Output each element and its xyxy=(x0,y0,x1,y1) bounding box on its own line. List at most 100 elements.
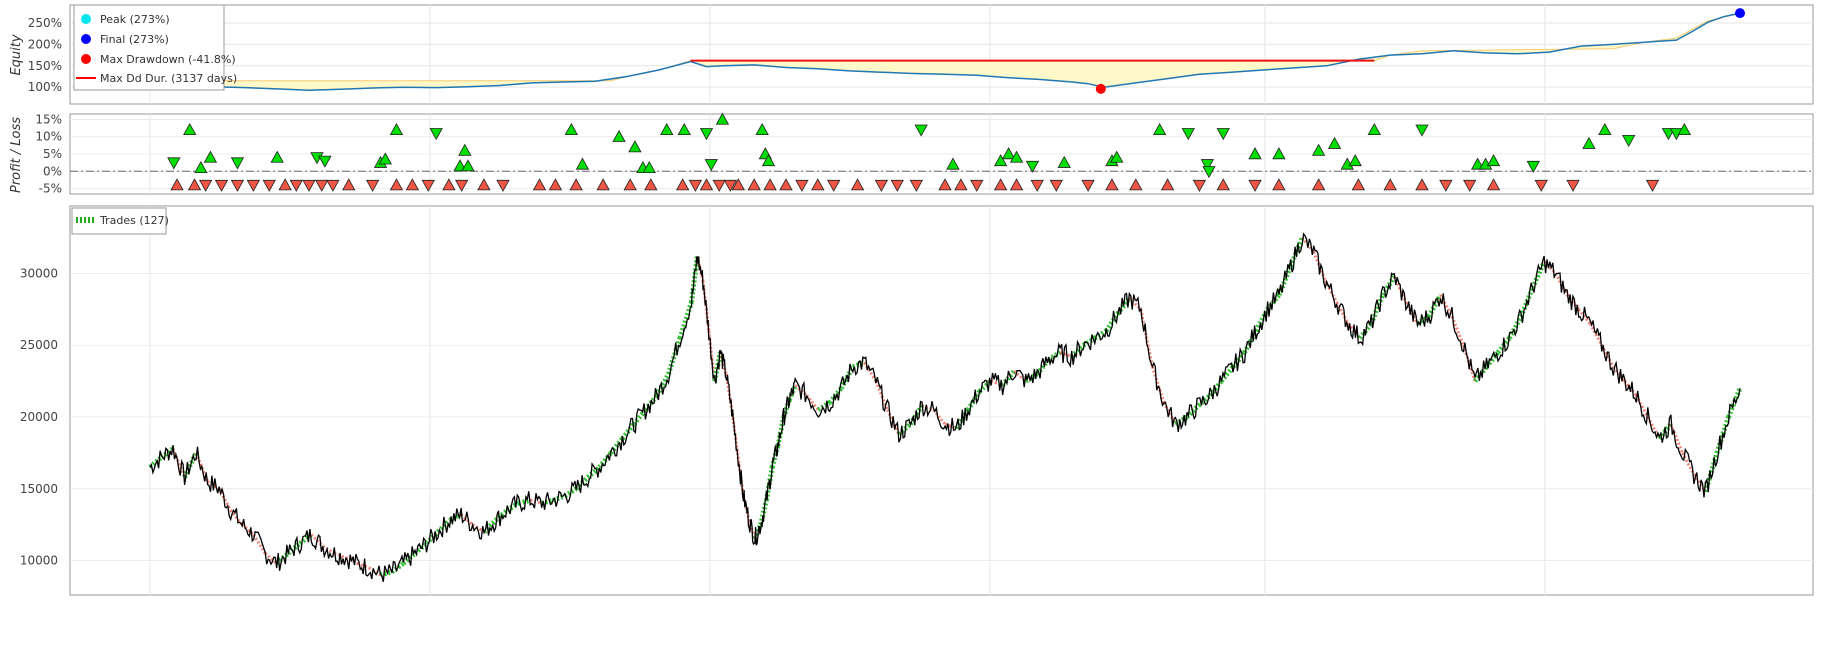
profit-loss-y-label: Profit / Loss xyxy=(9,117,24,193)
loss-trade-marker xyxy=(811,178,825,191)
loss-trade-marker xyxy=(723,179,738,192)
winning-trade-segment xyxy=(482,518,498,534)
final-legend-icon xyxy=(81,34,91,44)
loss-trade-marker xyxy=(532,178,547,191)
equity-y-label: Equity xyxy=(9,34,24,75)
loss-trade-marker xyxy=(342,178,356,191)
losing-trade-segment xyxy=(1335,301,1350,325)
winning-trade-segment xyxy=(1426,293,1443,318)
loss-trade-marker xyxy=(365,179,380,192)
win-trade-marker xyxy=(761,154,776,167)
loss-trade-marker xyxy=(1049,179,1063,192)
loss-trade-marker xyxy=(1129,178,1143,191)
loss-trade-marker xyxy=(874,179,889,192)
max-drawdown-legend-icon xyxy=(81,54,91,64)
loss-trade-marker xyxy=(198,179,213,192)
win-trade-marker xyxy=(203,150,218,163)
win-trade-marker xyxy=(715,112,730,125)
price-legend: Trades (127) xyxy=(71,207,169,235)
loss-trade-marker xyxy=(187,178,202,191)
loss-trade-marker xyxy=(1439,179,1453,192)
winning-trade-segment xyxy=(1726,387,1743,418)
trade-markers xyxy=(167,112,1692,192)
win-trade-marker xyxy=(1622,134,1636,148)
loss-trade-marker xyxy=(326,179,340,192)
win-trade-marker xyxy=(194,160,208,174)
win-trade-marker xyxy=(183,122,197,136)
loss-trade-marker xyxy=(970,179,984,192)
loss-trade-marker xyxy=(405,178,420,191)
max-drawdown-legend-label: Max Drawdown (-41.8%) xyxy=(100,53,236,66)
losing-trade-segment xyxy=(229,509,244,526)
profit-loss-y-tick: 15% xyxy=(35,112,62,126)
win-trade-marker xyxy=(628,140,642,153)
losing-trade-segment xyxy=(805,394,820,411)
win-trade-marker xyxy=(946,157,960,170)
win-trade-marker xyxy=(1200,159,1215,172)
win-trade-marker xyxy=(461,159,475,172)
equity-y-tick: 100% xyxy=(28,80,62,94)
loss-trade-marker xyxy=(496,179,510,192)
loss-trade-marker xyxy=(289,179,303,192)
win-trade-marker xyxy=(1181,128,1195,141)
win-trade-marker xyxy=(1526,160,1540,173)
win-trade-marker xyxy=(230,157,245,170)
win-trade-marker xyxy=(1486,154,1501,167)
final-legend-label: Final (273%) xyxy=(100,33,169,46)
loss-trade-marker xyxy=(795,179,809,192)
win-trade-marker xyxy=(642,160,656,174)
loss-trade-marker xyxy=(477,178,491,191)
winning-trade-segment xyxy=(586,465,601,480)
loss-trade-marker xyxy=(278,178,292,191)
loss-trade-marker xyxy=(230,179,245,192)
win-trade-marker xyxy=(1152,122,1167,136)
loss-trade-marker xyxy=(954,178,968,191)
loss-trade-marker xyxy=(938,178,952,191)
final-equity-marker xyxy=(1735,8,1745,19)
win-trade-marker xyxy=(677,122,691,136)
price-line xyxy=(149,232,1741,582)
win-trade-marker xyxy=(1009,150,1024,163)
winning-trade-segment xyxy=(897,422,913,437)
loss-trade-marker xyxy=(731,178,745,191)
loss-trade-marker xyxy=(993,178,1008,191)
loss-trade-marker xyxy=(747,178,761,191)
win-trade-marker xyxy=(1598,122,1612,136)
loss-trade-marker xyxy=(1645,179,1660,192)
price-y-tick: 30000 xyxy=(20,266,58,280)
win-trade-marker xyxy=(575,157,590,170)
losing-trade-segment xyxy=(1669,423,1684,454)
win-trade-marker xyxy=(1216,128,1230,141)
loss-trade-marker xyxy=(442,178,456,191)
winning-trade-segment xyxy=(379,569,393,578)
profit-loss-y-tick: -5% xyxy=(39,182,62,196)
price-y-tick: 10000 xyxy=(20,554,58,568)
loss-trade-marker xyxy=(1463,179,1477,192)
win-trade-marker xyxy=(1415,124,1429,137)
price-y-tick: 20000 xyxy=(20,410,58,424)
equity-y-tick: 200% xyxy=(28,37,62,51)
profit-loss-y-tick: 10% xyxy=(35,130,62,144)
winning-trade-segment xyxy=(1253,308,1270,333)
win-trade-marker xyxy=(1348,154,1362,167)
loss-trade-marker xyxy=(454,179,469,192)
price-grid xyxy=(70,206,1813,595)
loss-trade-marker xyxy=(763,178,777,191)
loss-trade-marker xyxy=(644,178,658,191)
loss-trade-marker xyxy=(1160,178,1175,191)
winning-trade-segment xyxy=(827,386,844,405)
winning-trade-segment xyxy=(1104,312,1120,333)
equity-drawdown-fill xyxy=(150,13,1740,91)
profit-loss-y-ticks: -5% 0% 5% 10% 15% xyxy=(35,112,62,195)
winning-trade-segment xyxy=(1484,350,1500,369)
profit-loss-panel: -5% 0% 5% 10% 15% Profit / Loss xyxy=(9,112,1814,196)
loss-trade-marker xyxy=(315,179,329,192)
win-trade-marker xyxy=(1677,122,1692,136)
win-trade-marker xyxy=(270,150,284,163)
losing-trade-segment xyxy=(1347,322,1361,339)
max-dd-duration-legend-label: Max Dd Dur. (3137 days) xyxy=(100,72,237,85)
loss-trade-marker xyxy=(569,178,583,191)
price-y-tick: 15000 xyxy=(20,482,58,496)
win-trade-marker xyxy=(1202,166,1216,179)
